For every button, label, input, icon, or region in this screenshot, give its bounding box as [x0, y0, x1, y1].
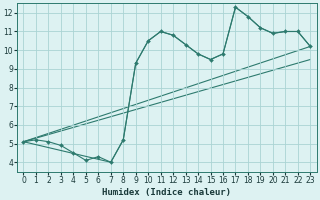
X-axis label: Humidex (Indice chaleur): Humidex (Indice chaleur): [102, 188, 231, 197]
